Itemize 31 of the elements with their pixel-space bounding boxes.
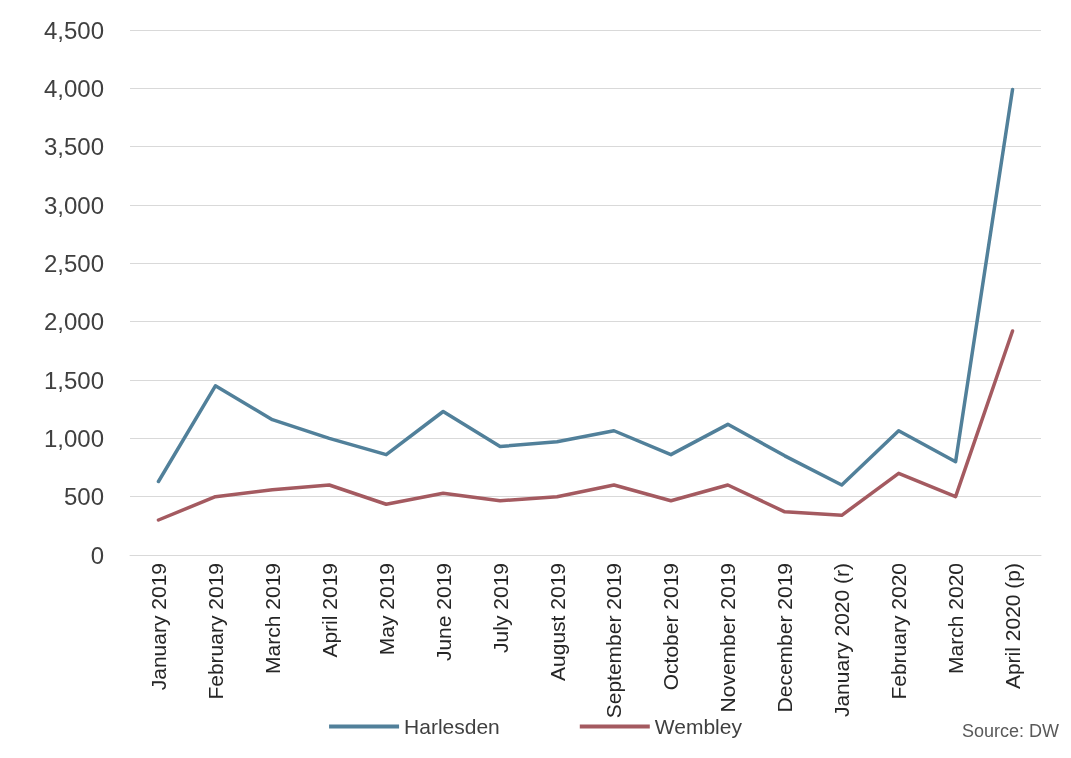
- x-tick-label: March 2020: [944, 563, 968, 674]
- x-tick-label: September 2019: [602, 563, 626, 719]
- x-tick-label: December 2019: [773, 563, 797, 713]
- x-tick-label: January 2019: [146, 563, 170, 691]
- x-tick-label: July 2019: [488, 563, 512, 653]
- y-tick-label: 2,000: [43, 308, 104, 336]
- y-tick-label: 3,000: [43, 191, 104, 219]
- legend-label: Harlesden: [404, 715, 500, 738]
- x-tick-label: August 2019: [545, 563, 569, 681]
- x-tick-label: October 2019: [659, 563, 683, 691]
- y-tick-label: 1,500: [43, 366, 104, 394]
- line-series: [156, 87, 1015, 487]
- source-note: Source: DW: [961, 721, 1060, 741]
- y-tick-label: 500: [63, 483, 104, 511]
- line-series: [156, 329, 1015, 522]
- x-tick-label: March 2019: [260, 563, 284, 674]
- y-tick-label: 2,500: [43, 249, 104, 277]
- legend-label: Wembley: [654, 715, 743, 738]
- x-tick-label: April 2020 (p): [1001, 563, 1025, 690]
- y-tick-label: 3,500: [43, 133, 104, 161]
- x-tick-label: January 2020 (r): [830, 563, 854, 718]
- x-tick-label: November 2019: [716, 563, 740, 713]
- x-tick-label: February 2019: [203, 563, 227, 700]
- y-tick-label: 0: [90, 541, 104, 569]
- y-tick-label: 1,000: [43, 424, 104, 452]
- y-tick-label: 4,500: [43, 16, 104, 44]
- x-tick-label: February 2020: [887, 563, 911, 700]
- x-tick-label: June 2019: [431, 563, 455, 662]
- y-tick-label: 4,000: [43, 74, 104, 102]
- x-tick-label: May 2019: [374, 563, 398, 656]
- x-tick-label: April 2019: [317, 563, 341, 658]
